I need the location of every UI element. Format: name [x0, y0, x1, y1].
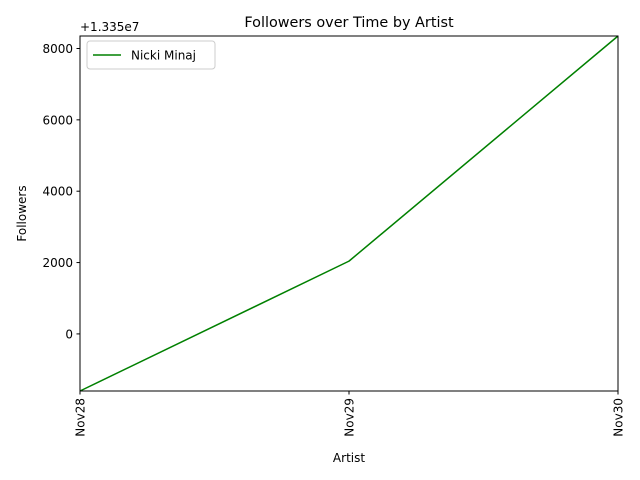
x-axis-label: Artist — [333, 451, 365, 465]
legend: Nicki Minaj — [86, 40, 216, 70]
series-layer — [79, 35, 619, 392]
legend-label-nicki-minaj: Nicki Minaj — [131, 49, 196, 63]
chart-title: Followers over Time by Artist — [244, 15, 454, 31]
y-tick-label: 4000 — [42, 185, 73, 199]
x-tick-label: Nov28 — [74, 398, 88, 437]
y-tick-label: 0 — [65, 327, 73, 341]
x-axis: Nov28 Nov29 Nov30 — [74, 391, 626, 437]
y-axis: 0 2000 4000 6000 8000 — [42, 42, 80, 341]
series-line-nicki-minaj — [79, 35, 619, 392]
plot-frame — [79, 35, 619, 392]
y-axis-label: Followers — [15, 185, 29, 241]
x-tick-label: Nov30 — [612, 398, 626, 437]
x-tick-label: Nov29 — [343, 398, 357, 437]
y-offset-label: +1.335e7 — [80, 20, 139, 34]
y-tick-label: 8000 — [42, 42, 73, 56]
y-tick-label: 6000 — [42, 113, 73, 127]
legend-box — [86, 40, 216, 70]
y-tick-label: 2000 — [42, 256, 73, 270]
